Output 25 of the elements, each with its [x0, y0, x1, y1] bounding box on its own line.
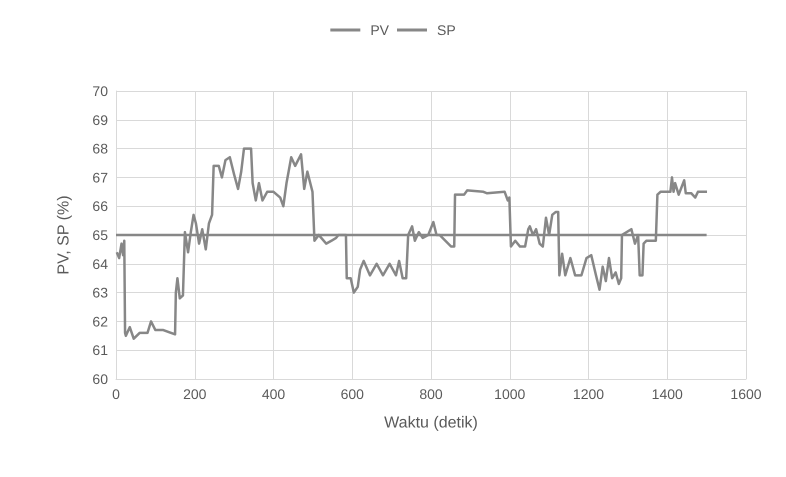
y-tick-label: 69 — [92, 112, 108, 128]
x-tick-label: 1600 — [730, 386, 762, 402]
y-tick-label: 60 — [92, 371, 108, 387]
y-tick-label: 67 — [92, 169, 108, 186]
y-tick-label: 68 — [92, 140, 108, 157]
legend-label: SP — [437, 22, 456, 38]
x-tick-label: 400 — [262, 386, 286, 402]
x-tick-label: 800 — [419, 386, 443, 402]
x-tick-label: 1200 — [572, 386, 604, 402]
y-axis-title: PV, SP (%) — [56, 195, 72, 275]
y-tick-label: 63 — [92, 284, 108, 301]
y-tick-label: 70 — [92, 83, 108, 99]
y-tick-label: 62 — [92, 313, 108, 330]
x-tick-label: 600 — [340, 386, 364, 402]
x-tick-label: 1400 — [652, 386, 684, 402]
x-tick-label: 200 — [183, 386, 207, 402]
line-series — [116, 147, 708, 340]
y-tick-label: 64 — [92, 256, 108, 272]
x-tick-label: 1000 — [494, 386, 526, 402]
y-tick-label: 65 — [92, 227, 108, 243]
x-tick-label: 0 — [112, 386, 120, 402]
x-axis-title: Waktu (detik) — [384, 414, 478, 432]
y-tick-label: 66 — [92, 198, 108, 214]
legend-label: PV — [370, 22, 390, 38]
y-tick-label: 61 — [92, 342, 108, 358]
